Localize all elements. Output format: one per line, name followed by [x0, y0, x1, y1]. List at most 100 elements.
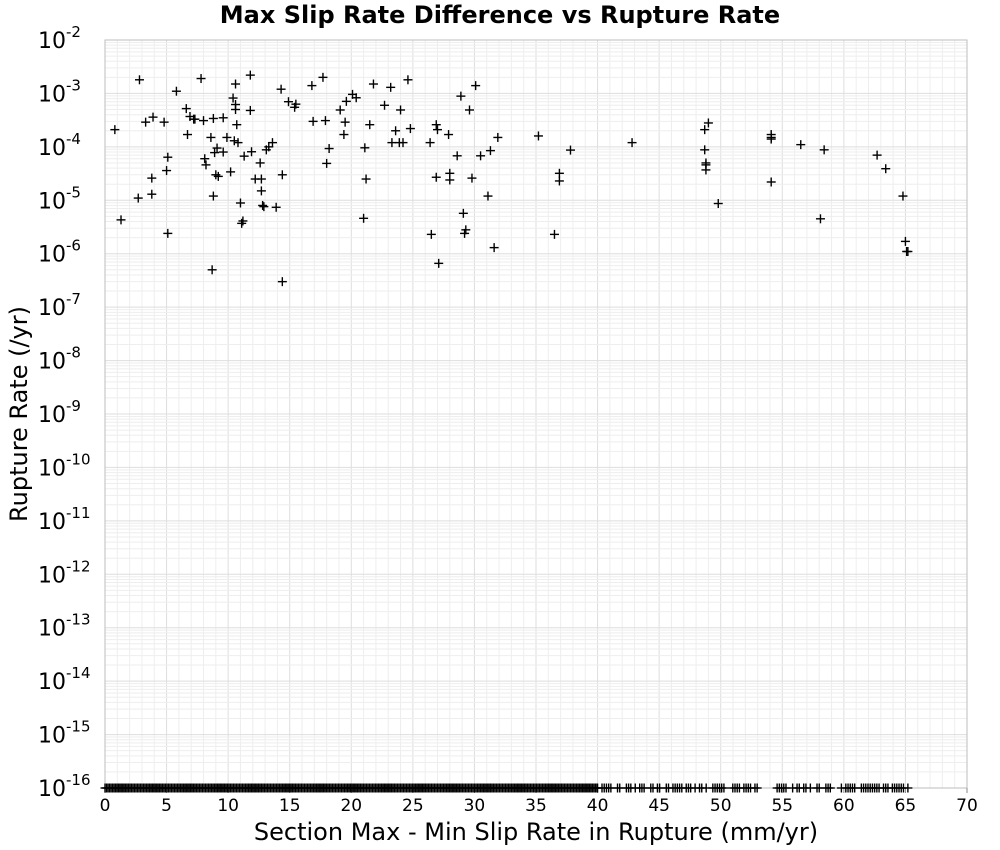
- data-point: [291, 99, 301, 109]
- data-point: [320, 116, 330, 126]
- data-point: [444, 130, 454, 140]
- y-tick-label: 10-12: [38, 557, 91, 588]
- data-point: [368, 79, 378, 89]
- data-point: [458, 208, 468, 218]
- data-point: [489, 243, 499, 253]
- data-point: [713, 199, 723, 209]
- data-point: [183, 130, 193, 140]
- y-tick-label: 10-2: [38, 23, 81, 54]
- x-tick-label: 45: [648, 796, 670, 816]
- data-point: [239, 151, 249, 161]
- data-point: [147, 173, 157, 183]
- data-point: [898, 191, 908, 201]
- data-point: [533, 131, 543, 141]
- y-tick-label: 10-13: [38, 611, 91, 642]
- data-point: [485, 146, 495, 156]
- floor-point: [752, 783, 762, 793]
- x-tick-label: 20: [340, 796, 362, 816]
- data-point: [701, 165, 711, 175]
- data-point: [208, 191, 218, 201]
- data-point: [200, 154, 210, 164]
- data-point: [276, 84, 286, 94]
- data-point: [213, 171, 223, 181]
- data-point: [245, 105, 255, 115]
- data-point: [872, 150, 882, 160]
- data-point: [231, 100, 241, 110]
- data-point: [476, 151, 486, 161]
- y-tick-label: 10-5: [38, 183, 81, 214]
- data-point: [467, 173, 477, 183]
- data-point: [307, 81, 317, 91]
- data-point: [386, 82, 396, 92]
- data-point: [493, 132, 503, 142]
- data-point: [391, 126, 401, 136]
- data-point: [434, 258, 444, 268]
- data-point: [380, 100, 390, 110]
- data-point: [700, 125, 710, 135]
- grid: [104, 40, 968, 789]
- data-point: [431, 120, 441, 130]
- data-point: [207, 265, 217, 275]
- data-point: [318, 72, 328, 82]
- data-point: [456, 91, 466, 101]
- data-points: [110, 70, 913, 287]
- data-point: [703, 118, 713, 128]
- data-point: [116, 215, 126, 225]
- data-point: [255, 158, 265, 168]
- data-point: [565, 145, 575, 155]
- data-point: [190, 114, 200, 124]
- data-point: [133, 193, 143, 203]
- data-point: [141, 117, 151, 127]
- floor-point: [719, 783, 729, 793]
- x-axis-label: Section Max - Min Slip Rate in Rupture (…: [254, 818, 818, 846]
- data-point: [335, 105, 345, 115]
- data-point: [627, 138, 637, 148]
- y-tick-label: 10-11: [38, 504, 91, 535]
- data-point: [258, 200, 268, 210]
- data-point: [162, 166, 172, 176]
- data-point: [360, 143, 370, 153]
- floor-points: [100, 783, 913, 793]
- data-point: [819, 145, 829, 155]
- x-tick-label: 70: [956, 796, 978, 816]
- data-point: [461, 225, 471, 235]
- data-point: [231, 79, 241, 89]
- data-point: [226, 167, 236, 177]
- data-point: [134, 75, 144, 85]
- data-point: [339, 130, 349, 140]
- floor-point: [825, 783, 835, 793]
- data-point: [361, 174, 371, 184]
- x-tick-label: 25: [402, 796, 424, 816]
- data-point: [365, 120, 375, 130]
- data-point: [277, 170, 287, 180]
- data-point: [235, 198, 245, 208]
- data-point: [212, 143, 222, 153]
- x-tick-label: 0: [100, 796, 111, 816]
- data-point: [147, 189, 157, 199]
- data-point: [796, 140, 806, 150]
- data-point: [425, 138, 435, 148]
- data-point: [232, 120, 242, 130]
- y-tick-label: 10-10: [38, 450, 91, 481]
- data-point: [201, 160, 211, 170]
- data-point: [245, 70, 255, 80]
- data-point: [405, 124, 415, 134]
- data-point: [398, 138, 408, 148]
- data-point: [766, 134, 776, 144]
- data-point: [554, 176, 564, 186]
- data-point: [403, 75, 413, 85]
- data-point: [426, 229, 436, 239]
- floor-point: [903, 783, 913, 793]
- y-tick-label: 10-16: [38, 771, 91, 802]
- data-point: [432, 125, 442, 135]
- data-point: [900, 236, 910, 246]
- data-point: [271, 202, 281, 212]
- data-point: [465, 105, 475, 115]
- x-tick-label: 65: [895, 796, 917, 816]
- x-tick-label: 50: [710, 796, 732, 816]
- data-point: [549, 229, 559, 239]
- data-point: [171, 86, 181, 96]
- data-point: [208, 113, 218, 123]
- data-point: [163, 152, 173, 162]
